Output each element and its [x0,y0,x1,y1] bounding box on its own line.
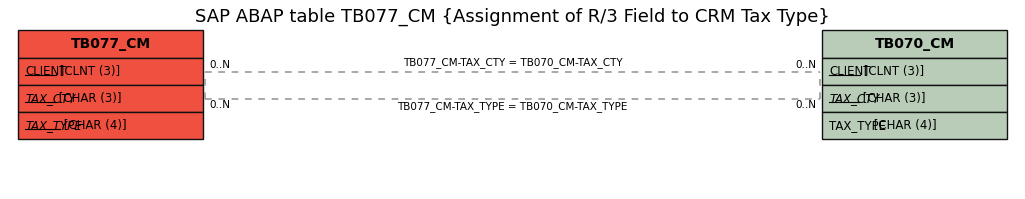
Text: TB077_CM-TAX_CTY = TB070_CM-TAX_CTY: TB077_CM-TAX_CTY = TB070_CM-TAX_CTY [403,58,622,68]
Text: [CLNT (3)]: [CLNT (3)] [860,65,924,78]
Bar [18,58,203,85]
Text: CLIENT: CLIENT [829,65,870,78]
Text: [CLNT (3)]: [CLNT (3)] [55,65,120,78]
Text: TAX_CTY: TAX_CTY [829,92,879,105]
Text: TB070_CM: TB070_CM [874,37,954,51]
Text: TAX_TYPE: TAX_TYPE [25,119,82,132]
Text: [CHAR (3)]: [CHAR (3)] [859,92,926,105]
Text: CLIENT: CLIENT [25,65,67,78]
Text: 0..N: 0..N [209,60,230,69]
Text: TB077_CM-TAX_TYPE = TB070_CM-TAX_TYPE: TB077_CM-TAX_TYPE = TB070_CM-TAX_TYPE [398,101,627,112]
Text: 0..N: 0..N [795,60,816,69]
Bar [822,30,1007,58]
Bar [822,58,1007,85]
Bar [822,85,1007,112]
Text: 0..N: 0..N [209,100,230,110]
Bar [18,30,203,58]
Text: TB077_CM: TB077_CM [71,37,151,51]
Text: TAX_CTY: TAX_CTY [25,92,76,105]
Text: TAX_TYPE: TAX_TYPE [829,119,886,132]
Text: [CHAR (4)]: [CHAR (4)] [59,119,126,132]
Bar [18,85,203,112]
Text: SAP ABAP table TB077_CM {Assignment of R/3 Field to CRM Tax Type}: SAP ABAP table TB077_CM {Assignment of R… [195,8,830,26]
Bar [18,112,203,139]
Text: [CHAR (4)]: [CHAR (4)] [870,119,937,132]
Bar [822,112,1007,139]
Text: [CHAR (3)]: [CHAR (3)] [55,92,122,105]
Text: 0..N: 0..N [795,100,816,110]
